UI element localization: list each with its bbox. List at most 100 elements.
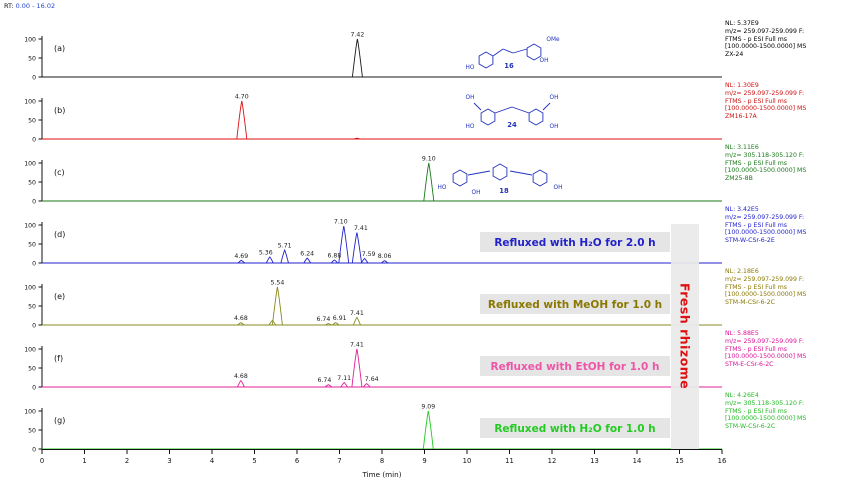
info-line: m/z= 305.118-305.120 F: (725, 151, 805, 159)
info-line: FTMS - p ESI Full ms (725, 221, 787, 229)
peak-rt-label: 9.10 (422, 156, 436, 163)
annotation-box (480, 356, 670, 376)
info-line: [100.0000-1500.0000] MS (725, 167, 807, 175)
compound-number: 16 (504, 62, 514, 70)
x-tick-label: 5 (252, 457, 256, 465)
x-tick-label: 0 (40, 457, 44, 465)
bond-line (502, 48, 514, 54)
x-tick-label: 15 (675, 457, 684, 465)
y-tick-label: 0 (32, 446, 36, 453)
peak-trace (351, 348, 363, 388)
x-tick-label: 7 (337, 457, 341, 465)
info-line: STM-W-CSr-6-2E (725, 237, 775, 245)
peak-rt-label: 7.10 (334, 219, 348, 226)
x-tick-label: 4 (210, 457, 214, 465)
info-line: FTMS - p ESI Full ms (725, 159, 787, 167)
scan-info-f: NL: 5.88E5 m/z= 259.097-259.099 F: FTMS - … (725, 330, 846, 369)
compound-number: 18 (499, 187, 509, 195)
info-line: [100.0000-1500.0000] MS (725, 415, 807, 423)
peak-trace (423, 162, 435, 202)
bond-line (512, 48, 528, 54)
substituent-label: OH (540, 58, 549, 64)
scan-info-a: NL: 5.37E9 m/z= 259.097-259.099 F: FTMS - … (725, 20, 846, 59)
peak-rt-label: 6.91 (333, 315, 347, 322)
annotation-label: Refluxed with H₂O for 1.0 h (494, 423, 655, 435)
compound-number: 24 (507, 121, 517, 129)
y-tick-label: 0 (32, 260, 36, 267)
info-line: m/z= 259.097-259.099 F: (725, 213, 805, 221)
chromatogram-panel-b: 0 50 100 4.70 (b) OH OH HO OH 24 (24, 94, 722, 143)
y-tick-label: 100 (24, 346, 36, 353)
peak-trace (268, 319, 277, 326)
substituent-label: HO (466, 124, 475, 130)
info-line: m/z= 259.097-259.099 F: (725, 275, 805, 283)
x-tick-label: 10 (463, 457, 472, 465)
x-tick-label: 1 (82, 457, 86, 465)
y-tick-label: 50 (28, 427, 36, 434)
bond-line (509, 170, 533, 176)
peak-trace (338, 226, 350, 264)
y-tick-label: 100 (24, 36, 36, 43)
peak-trace (422, 410, 434, 450)
x-tick-label: 6 (295, 457, 299, 465)
substituent-label: HO (466, 65, 475, 71)
y-tick-label: 100 (24, 160, 36, 167)
scan-info-d: NL: 3.42E5 m/z= 259.097-259.099 F: FTMS - … (725, 206, 846, 245)
peak-trace (265, 256, 274, 264)
benzene-ring (492, 163, 508, 181)
scan-info-b: NL: 1.30E9 m/z= 259.097-259.099 F: FTMS - … (725, 82, 846, 121)
x-axis-title: Time (min) (361, 470, 401, 479)
peak-rt-label: 6.24 (300, 251, 314, 258)
peak-trace (237, 322, 245, 326)
benzene-ring (526, 43, 542, 61)
info-line: NL: 3.42E5 (725, 206, 759, 213)
substituent-label: OH (466, 95, 475, 101)
y-tick-label: 50 (28, 241, 36, 248)
peak-rt-label: 8.06 (378, 253, 392, 260)
panel-letter: (b) (54, 106, 65, 115)
peak-rt-label: 4.68 (234, 373, 248, 380)
peak-trace (380, 260, 389, 264)
info-line: [100.0000-1500.0000] MS (725, 229, 807, 237)
info-line: [100.0000-1500.0000] MS (725, 291, 807, 299)
peak-trace (324, 384, 333, 388)
info-line: FTMS - p ESI Full ms (725, 97, 787, 105)
y-tick-label: 100 (24, 408, 36, 415)
y-tick-label: 0 (32, 74, 36, 81)
benzene-ring (452, 169, 468, 187)
y-tick-label: 50 (28, 303, 36, 310)
peak-rt-label: 6.88 (328, 253, 342, 260)
panel-letter: (d) (54, 230, 65, 239)
info-line: FTMS - p ESI Full ms (725, 283, 787, 291)
scan-info-c: NL: 3.11E6 m/z= 305.118-305.120 F: FTMS - … (725, 144, 846, 183)
peak-rt-label: 7.41 (350, 342, 364, 349)
info-line: m/z= 259.097-259.099 F: (725, 337, 805, 345)
peak-trace (236, 379, 245, 388)
substituent-label: OH (554, 185, 563, 191)
info-line: ZX-24 (725, 51, 744, 59)
peak-rt-label: 5.36 (259, 249, 273, 256)
bond-line (492, 48, 504, 57)
peak-trace (351, 232, 363, 264)
annotation-box (480, 232, 670, 252)
panel-letter: (g) (54, 416, 65, 425)
peak-rt-label: 5.71 (278, 243, 292, 250)
x-tick-label: 14 (633, 457, 642, 465)
peak-trace (280, 249, 289, 264)
peak-rt-label: 7.41 (350, 310, 364, 317)
y-tick-label: 50 (28, 365, 36, 372)
info-line: NL: 4.26E4 (725, 392, 759, 399)
peak-rt-label: 7.11 (337, 375, 351, 382)
substituent-label: OH (472, 190, 481, 196)
x-tick-label: 12 (548, 457, 557, 465)
fresh-rhizome-strip: Fresh rhizome (671, 224, 699, 449)
peak-trace (352, 316, 361, 326)
info-line: STM-W-CSr-6-2C (725, 423, 776, 431)
substituent-label: OH (550, 124, 559, 130)
peak-rt-label: 6.74 (318, 377, 332, 384)
info-line: STM-E-CSr-6-2C (725, 361, 774, 369)
x-tick-label: 16 (718, 457, 727, 465)
peak-rt-label: 7.64 (365, 376, 379, 383)
peak-trace (351, 38, 363, 78)
